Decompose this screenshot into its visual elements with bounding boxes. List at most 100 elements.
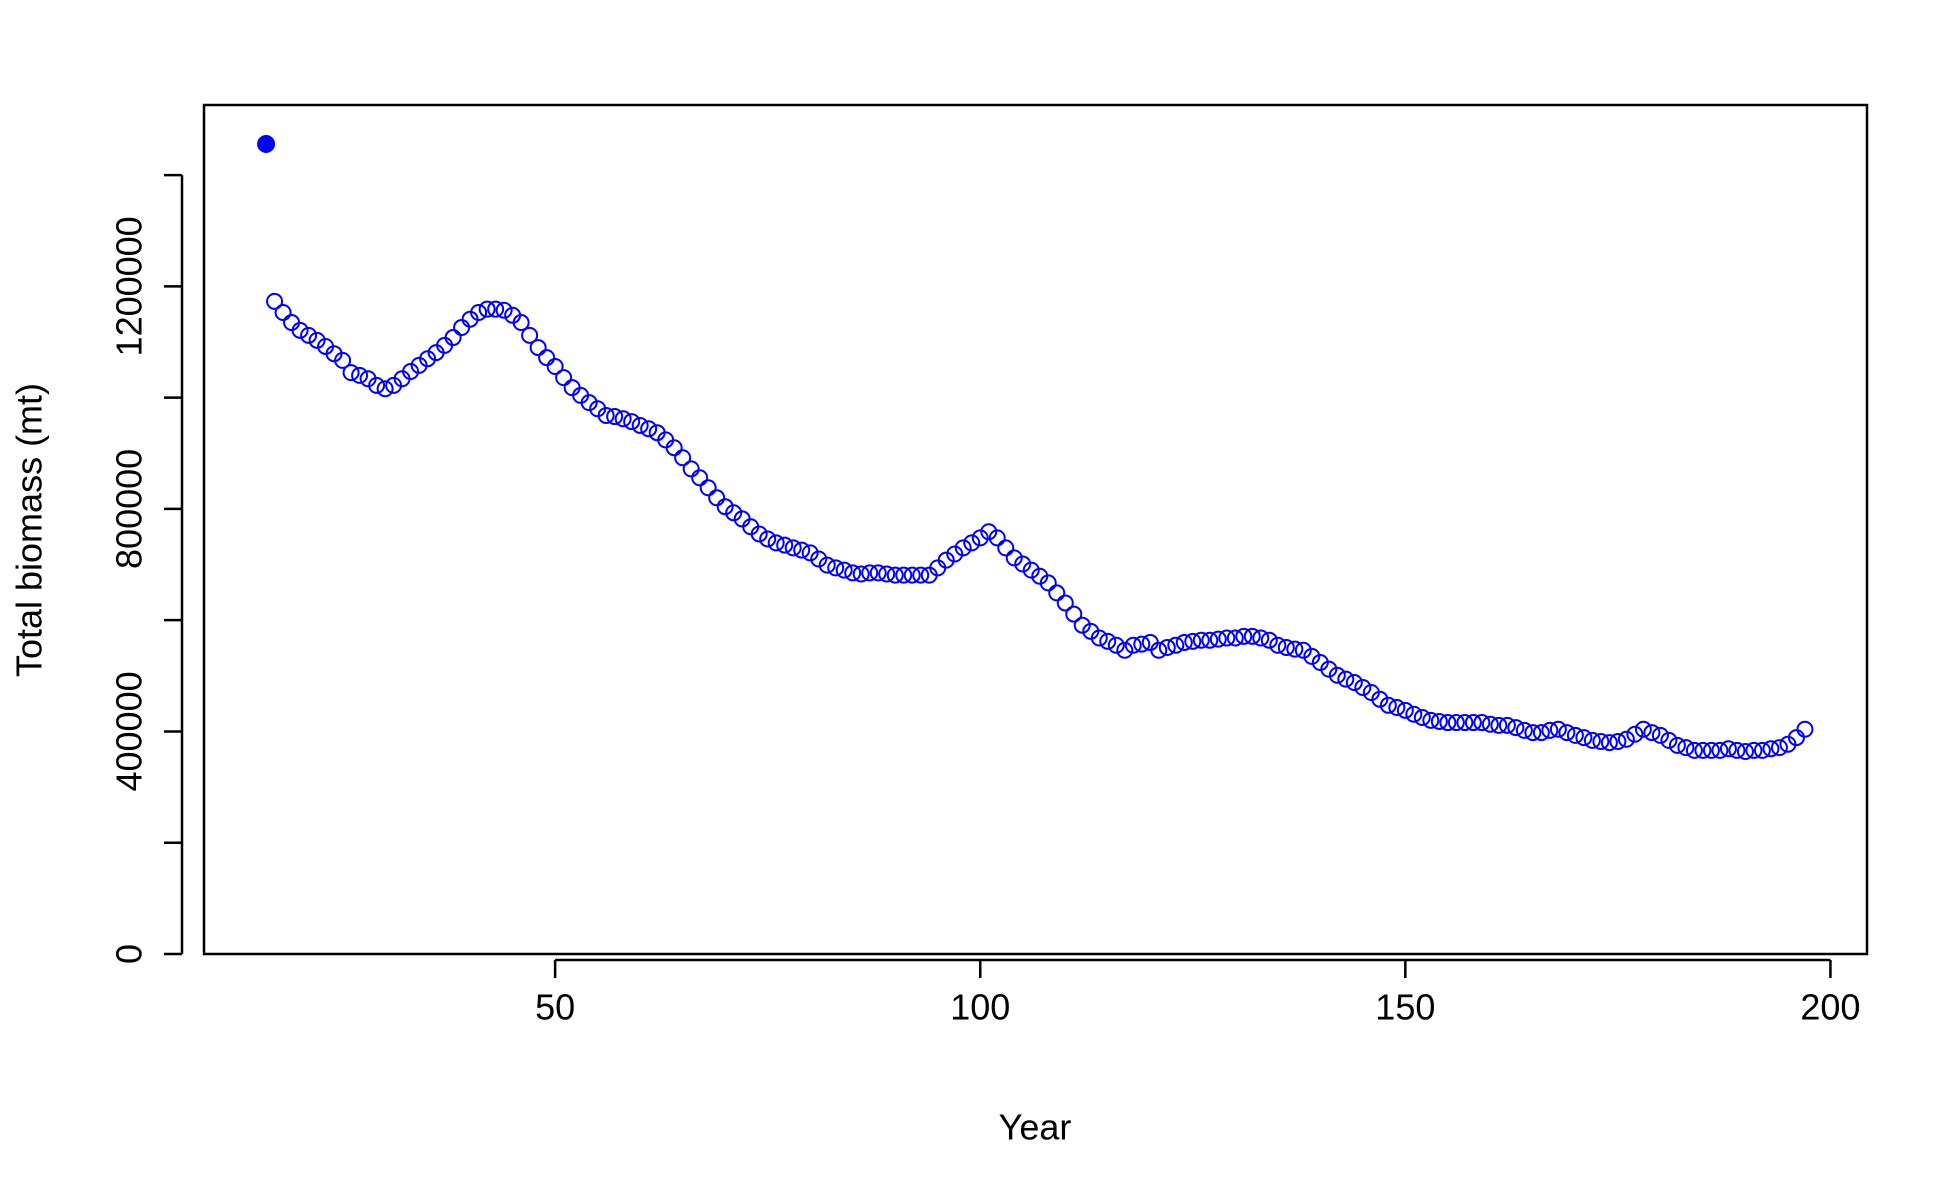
point [1184, 632, 1202, 650]
x-axis-title: Year [999, 1107, 1072, 1148]
point [1252, 629, 1270, 647]
y-axis-title: Total biomass (mt) [9, 383, 50, 677]
point [1762, 740, 1780, 758]
point [1507, 719, 1525, 737]
point [631, 416, 649, 434]
point [1328, 666, 1346, 684]
point [988, 529, 1006, 547]
point [1439, 714, 1457, 732]
point [903, 566, 921, 584]
point [1422, 711, 1440, 729]
x-tick-label: 200 [1800, 987, 1860, 1028]
point [1209, 630, 1227, 648]
point [835, 561, 853, 579]
point [1753, 741, 1771, 759]
point [1294, 641, 1312, 659]
point [1337, 670, 1355, 688]
point [257, 134, 276, 153]
point [274, 304, 292, 322]
point [1456, 714, 1474, 732]
point [555, 369, 573, 387]
point [368, 376, 386, 394]
point [376, 380, 394, 398]
point [1711, 741, 1729, 759]
point [1524, 724, 1542, 742]
point [1320, 660, 1338, 678]
point [1447, 714, 1465, 732]
point [1609, 732, 1627, 750]
point [912, 566, 930, 584]
point [1702, 741, 1720, 759]
point [444, 329, 462, 347]
point [1116, 641, 1134, 659]
point [878, 565, 896, 583]
point [1345, 673, 1363, 691]
point [351, 366, 369, 384]
point [1592, 732, 1610, 750]
point [1643, 724, 1661, 742]
point [1371, 690, 1389, 708]
point [1090, 629, 1108, 647]
point [1660, 731, 1678, 749]
point [971, 529, 989, 547]
point [623, 413, 641, 431]
point [478, 300, 496, 318]
point [538, 349, 556, 367]
point [1473, 714, 1491, 732]
point [1575, 729, 1593, 747]
point [1260, 631, 1278, 649]
point [334, 351, 352, 369]
point [1736, 742, 1754, 760]
point [1558, 724, 1576, 742]
point [869, 564, 887, 582]
point [852, 565, 870, 583]
point [606, 408, 624, 426]
point [861, 564, 879, 582]
point [1201, 631, 1219, 649]
point [767, 534, 785, 552]
point [895, 566, 913, 584]
x-tick-label: 150 [1375, 987, 1435, 1028]
point [1490, 716, 1508, 734]
point [1617, 730, 1635, 748]
point [1532, 724, 1550, 742]
point [937, 551, 955, 569]
point [495, 301, 513, 319]
point [1541, 721, 1559, 739]
point [1685, 741, 1703, 759]
point [1073, 616, 1091, 634]
point [1277, 638, 1295, 656]
point [759, 530, 777, 548]
point [487, 300, 505, 318]
y-tick-label: 1200000 [109, 216, 150, 356]
point [308, 331, 326, 349]
point [708, 489, 726, 507]
point [546, 357, 564, 375]
point [402, 362, 420, 380]
point [1405, 705, 1423, 723]
point [691, 469, 709, 487]
point [1048, 584, 1066, 602]
point [750, 525, 768, 543]
y-tick-label: 800000 [109, 449, 150, 569]
x-tick-label: 100 [950, 987, 1010, 1028]
point [1354, 679, 1372, 697]
point [801, 544, 819, 562]
point [419, 350, 437, 368]
point [1124, 636, 1142, 654]
point [963, 534, 981, 552]
point [597, 406, 615, 424]
point [640, 420, 658, 438]
point [1065, 605, 1083, 623]
point [266, 292, 284, 310]
point [1430, 712, 1448, 730]
point [1243, 627, 1261, 645]
point [1515, 721, 1533, 739]
point [1107, 636, 1125, 654]
point [827, 559, 845, 577]
point [521, 326, 539, 344]
point [810, 550, 828, 568]
point [1150, 641, 1168, 659]
point [725, 504, 743, 522]
